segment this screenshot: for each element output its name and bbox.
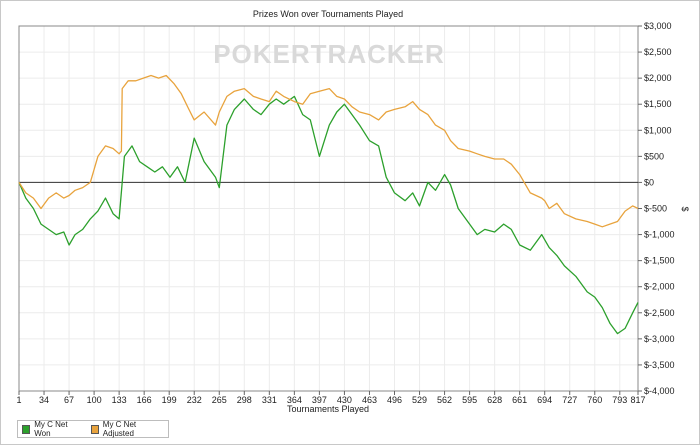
y-tick-label: $-3,500: [644, 360, 675, 370]
y-tick-label: $-2,500: [644, 308, 675, 318]
x-tick-label: 232: [187, 395, 202, 405]
y-tick-label: $1,000: [644, 125, 672, 135]
y-tick-label: $-2,000: [644, 282, 675, 292]
y-tick-label: $2,000: [644, 73, 672, 83]
x-tick-label: 166: [137, 395, 152, 405]
watermark-text: POKERTRACKER: [213, 39, 445, 69]
grid-lines: [18, 25, 639, 392]
legend: My C Net Won My C Net Adjusted: [17, 420, 169, 438]
x-tick-label: 199: [162, 395, 177, 405]
y-tick-label: $-4,000: [644, 386, 675, 396]
x-tick-label: 595: [462, 395, 477, 405]
x-tick-label: 817: [630, 395, 645, 405]
x-tick-label: 793: [612, 395, 627, 405]
legend-item-net-adjusted[interactable]: My C Net Adjusted: [90, 420, 162, 438]
x-tick-label: 1: [16, 395, 21, 405]
legend-label-net-won: My C Net Won: [34, 420, 68, 438]
y-tick-label: $-3,000: [644, 334, 675, 344]
y-tick-label: $0: [644, 177, 654, 187]
x-tick-label: 34: [39, 395, 49, 405]
x-tick-label: 67: [64, 395, 74, 405]
y-tick-label: $500: [644, 151, 664, 161]
x-axis-ticks: 1 34 67 100 133 166 199 232 265 298 331 364 397 430 46…: [16, 391, 646, 405]
x-tick-label: 364: [287, 395, 302, 405]
x-tick-label: 100: [87, 395, 102, 405]
legend-label-net-adjusted: My C Net Adjusted: [102, 420, 137, 438]
series-lines: [18, 74, 639, 335]
x-tick-label: 265: [212, 395, 227, 405]
x-tick-label: 133: [112, 395, 127, 405]
y-tick-label: $3,000: [644, 21, 672, 31]
y-tick-label: $-1,000: [644, 230, 675, 240]
x-tick-label: 661: [512, 395, 527, 405]
legend-swatch-net-adjusted: [90, 424, 99, 434]
series-line-net-won: [18, 95, 639, 335]
x-axis-title: Tournaments Played: [287, 404, 369, 414]
y-tick-label: $1,500: [644, 99, 672, 109]
series-line-net-adjusted: [18, 74, 639, 228]
y-axis-title: $: [680, 206, 690, 211]
legend-swatch-net-won: [22, 424, 31, 434]
x-tick-label: 562: [437, 395, 452, 405]
x-tick-label: 727: [562, 395, 577, 405]
x-tick-label: 760: [587, 395, 602, 405]
x-tick-label: 496: [387, 395, 402, 405]
y-axis-ticks: $3,000 $2,500 $2,000 $1,500 $1,000 $500 $0 $-50…: [638, 21, 675, 396]
x-tick-label: 529: [412, 395, 427, 405]
x-tick-label: 298: [237, 395, 252, 405]
legend-item-net-won[interactable]: My C Net Won: [22, 420, 81, 438]
y-tick-label: $-500: [644, 204, 667, 214]
x-tick-label: 430: [337, 395, 352, 405]
y-tick-label: $2,500: [644, 47, 672, 57]
chart-title: Prizes Won over Tournaments Played: [253, 9, 403, 19]
y-tick-label: $-1,500: [644, 256, 675, 266]
x-tick-label: 694: [537, 395, 552, 405]
x-tick-label: 331: [262, 395, 277, 405]
x-tick-label: 397: [312, 395, 327, 405]
x-tick-label: 628: [487, 395, 502, 405]
x-tick-label: 463: [362, 395, 377, 405]
